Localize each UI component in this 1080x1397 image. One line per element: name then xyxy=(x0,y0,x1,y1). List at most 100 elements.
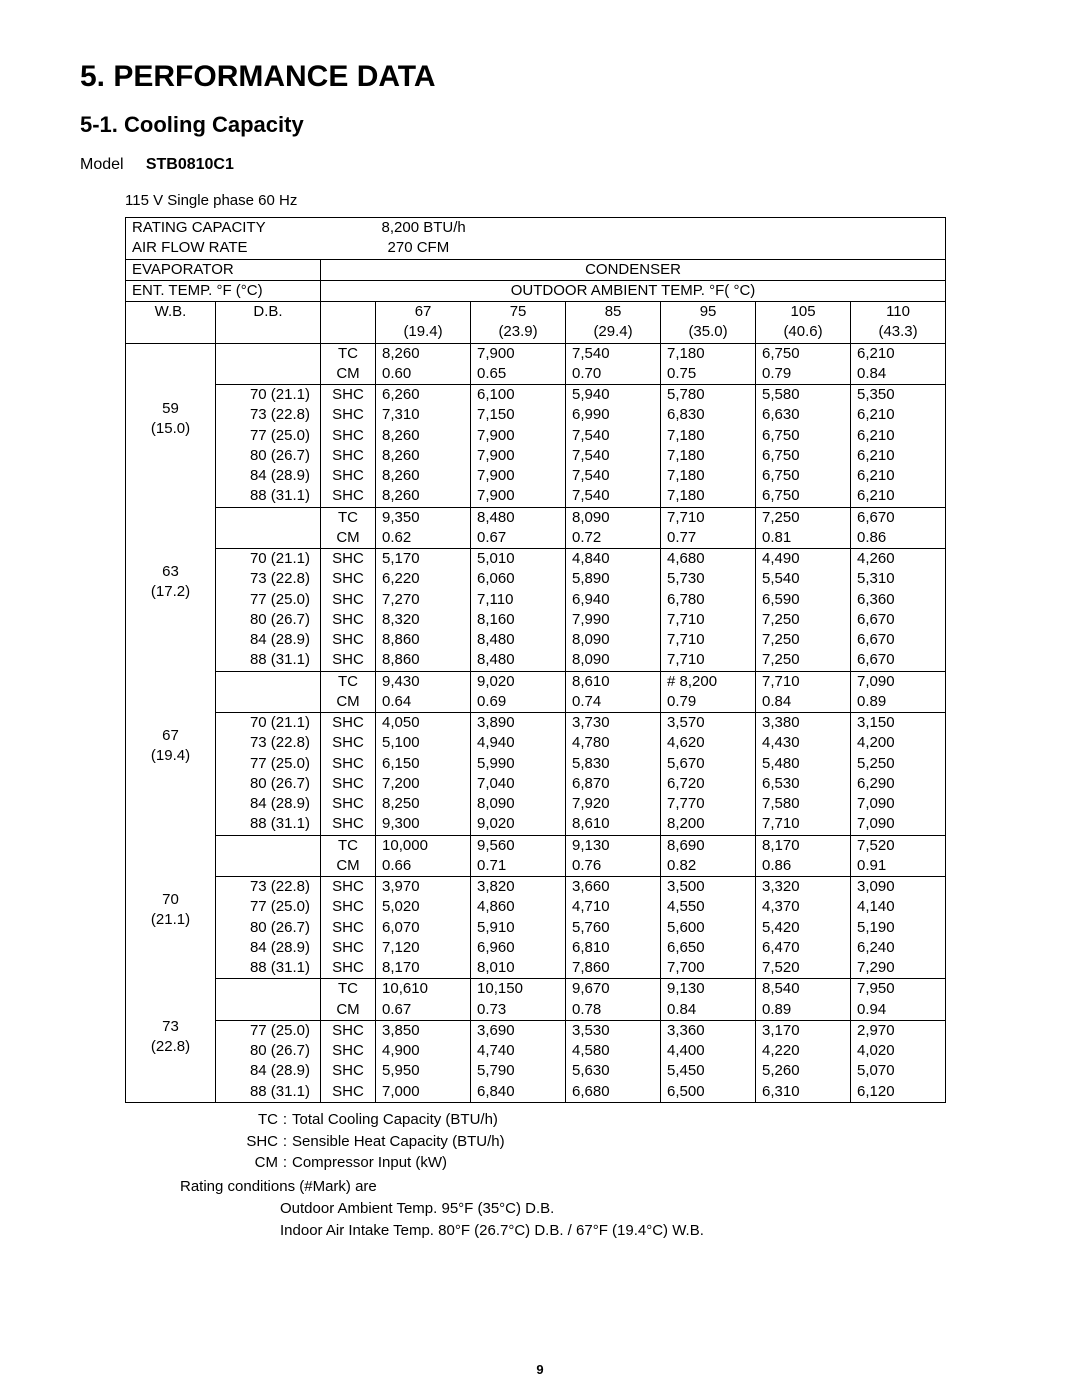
tc-val: 8,540 xyxy=(756,979,851,1000)
cm-val: 0.79 xyxy=(661,692,756,713)
shc-row: 80 (26.7)SHC8,3208,1607,9907,7107,2506,6… xyxy=(126,610,946,630)
shc-row: 88 (31.1)SHC7,0006,8406,6806,5006,3106,1… xyxy=(126,1082,946,1103)
tc-val: 8,690 xyxy=(661,835,756,856)
shc-val: 6,780 xyxy=(661,590,756,610)
shc-val: 7,180 xyxy=(661,426,756,446)
shc-val: 7,540 xyxy=(566,426,661,446)
db-cell: 77 (25.0) xyxy=(216,590,321,610)
shc-row: 84 (28.9)SHC5,9505,7905,6305,4505,2605,0… xyxy=(126,1061,946,1081)
shc-val: 6,680 xyxy=(566,1082,661,1103)
kind-shc: SHC xyxy=(321,713,376,734)
shc-val: 8,860 xyxy=(376,650,471,671)
shc-row: 77 (25.0)SHC7,2707,1106,9406,7806,5906,3… xyxy=(126,590,946,610)
shc-val: 7,540 xyxy=(566,466,661,486)
rating-cond-label: Rating conditions (#Mark) are xyxy=(180,1176,1000,1198)
shc-val: 5,990 xyxy=(471,754,566,774)
shc-row: 88 (31.1)SHC8,2607,9007,5407,1806,7506,2… xyxy=(126,486,946,507)
shc-val: 9,300 xyxy=(376,814,471,835)
shc-val: 6,210 xyxy=(851,405,946,425)
kind-shc: SHC xyxy=(321,938,376,958)
subsection-heading: 5-1. Cooling Capacity xyxy=(80,112,1000,138)
rating-cond-2: Indoor Air Intake Temp. 80°F (26.7°C) D.… xyxy=(280,1220,1000,1242)
tc-val: 8,170 xyxy=(756,835,851,856)
shc-val: 6,830 xyxy=(661,405,756,425)
legend-abbr: CM xyxy=(220,1152,278,1174)
temp-col-f: 75 xyxy=(471,302,566,323)
wb-cell: 70(21.1) xyxy=(126,835,216,979)
rating-row: RATING CAPACITY 8,200 BTU/h xyxy=(126,218,946,239)
legend: TC:Total Cooling Capacity (BTU/h)SHC:Sen… xyxy=(220,1109,1000,1174)
shc-val: 7,150 xyxy=(471,405,566,425)
shc-val: 7,540 xyxy=(566,446,661,466)
kind-shc: SHC xyxy=(321,385,376,406)
cm-val: 0.76 xyxy=(566,856,661,877)
shc-val: 3,320 xyxy=(756,877,851,898)
shc-val: 6,630 xyxy=(756,405,851,425)
shc-val: 5,260 xyxy=(756,1061,851,1081)
shc-val: 4,940 xyxy=(471,733,566,753)
db-cell: 80 (26.7) xyxy=(216,774,321,794)
shc-val: 8,200 xyxy=(661,814,756,835)
tc-val: 10,000 xyxy=(376,835,471,856)
tc-val: 10,150 xyxy=(471,979,566,1000)
shc-val: 8,250 xyxy=(376,794,471,814)
shc-val: 8,260 xyxy=(376,486,471,507)
airflow-label: AIR FLOW RATE xyxy=(126,238,376,259)
shc-val: 3,500 xyxy=(661,877,756,898)
tc-val: 7,540 xyxy=(566,343,661,364)
shc-val: 3,850 xyxy=(376,1020,471,1041)
shc-val: 8,010 xyxy=(471,958,566,979)
kind-shc: SHC xyxy=(321,897,376,917)
shc-val: 5,010 xyxy=(471,549,566,570)
shc-val: 6,750 xyxy=(756,486,851,507)
db-cell: 70 (21.1) xyxy=(216,385,321,406)
model-line: Model STB0810C1 xyxy=(80,156,1000,174)
tc-val: 6,210 xyxy=(851,343,946,364)
shc-val: 7,920 xyxy=(566,794,661,814)
power-spec: 115 V Single phase 60 Hz xyxy=(80,192,1000,209)
shc-val: 5,310 xyxy=(851,569,946,589)
shc-val: 4,020 xyxy=(851,1041,946,1061)
shc-val: 7,290 xyxy=(851,958,946,979)
cm-row: CM0.640.690.740.790.840.89 xyxy=(126,692,946,713)
cm-val: 0.74 xyxy=(566,692,661,713)
kind-shc: SHC xyxy=(321,549,376,570)
db-cell: 70 (21.1) xyxy=(216,713,321,734)
shc-val: 6,470 xyxy=(756,938,851,958)
shc-val: 7,250 xyxy=(756,630,851,650)
shc-val: 7,090 xyxy=(851,814,946,835)
cm-val: 0.75 xyxy=(661,364,756,385)
cm-val: 0.89 xyxy=(756,1000,851,1021)
tc-row: 73(22.8)TC10,61010,1509,6709,1308,5407,9… xyxy=(126,979,946,1000)
shc-val: 5,350 xyxy=(851,385,946,406)
cm-val: 0.91 xyxy=(851,856,946,877)
shc-val: 5,070 xyxy=(851,1061,946,1081)
kind-shc: SHC xyxy=(321,426,376,446)
shc-row: 73 (22.8)SHC3,9703,8203,6603,5003,3203,0… xyxy=(126,877,946,898)
kind-shc: SHC xyxy=(321,569,376,589)
shc-val: 5,020 xyxy=(376,897,471,917)
shc-val: 6,720 xyxy=(661,774,756,794)
section-heading: 5. PERFORMANCE DATA xyxy=(80,60,1000,94)
shc-val: 4,550 xyxy=(661,897,756,917)
shc-row: 84 (28.9)SHC7,1206,9606,8106,6506,4706,2… xyxy=(126,938,946,958)
tc-row: 63(17.2)TC9,3508,4808,0907,7107,2506,670 xyxy=(126,507,946,528)
shc-val: 4,400 xyxy=(661,1041,756,1061)
shc-val: 3,660 xyxy=(566,877,661,898)
kind-shc: SHC xyxy=(321,918,376,938)
wb-label: W.B. xyxy=(126,302,216,323)
legend-colon: : xyxy=(278,1152,292,1174)
kind-shc: SHC xyxy=(321,733,376,753)
shc-val: 7,120 xyxy=(376,938,471,958)
db-cell: 84 (28.9) xyxy=(216,1061,321,1081)
shc-val: 7,520 xyxy=(756,958,851,979)
kind-shc: SHC xyxy=(321,754,376,774)
airflow-value: 270 CFM xyxy=(376,238,946,259)
shc-val: 6,210 xyxy=(851,486,946,507)
kind-cm: CM xyxy=(321,528,376,549)
shc-val: 6,120 xyxy=(851,1082,946,1103)
shc-val: 7,180 xyxy=(661,466,756,486)
col-head-c: (19.4)(23.9)(29.4)(35.0)(40.6)(43.3) xyxy=(126,322,946,343)
tc-val: 6,670 xyxy=(851,507,946,528)
kind-cm: CM xyxy=(321,692,376,713)
